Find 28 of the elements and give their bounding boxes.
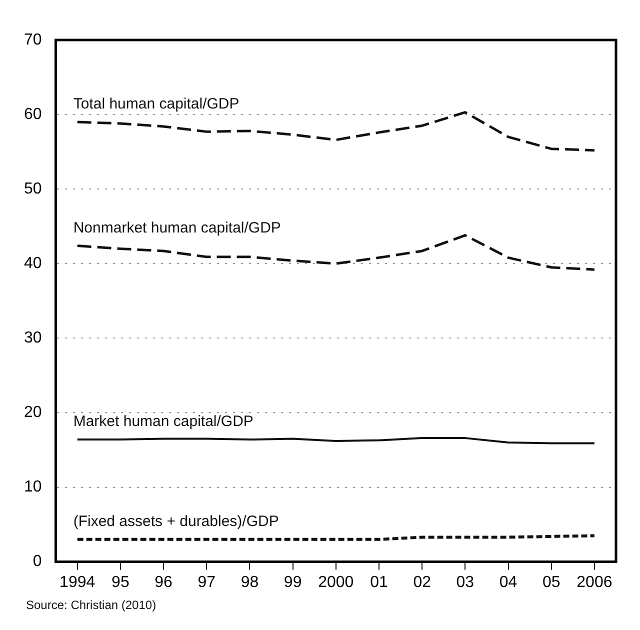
y-tick-label: 50 [24,180,42,198]
y-tick-label: 70 [24,31,42,48]
x-tick-label: 01 [370,574,388,591]
series-label: Total human capital/GDP [73,96,240,113]
source-note: Source: Christian (2010) [26,598,156,612]
series-label: Nonmarket human capital/GDP [73,219,281,236]
x-tick-label: 95 [112,574,130,591]
x-tick-label: 03 [456,574,474,591]
x-tick-label: 02 [413,574,432,591]
series-label: Market human capital/GDP [73,413,254,430]
x-tick-label: 96 [154,574,173,591]
line-series [76,234,596,271]
y-tick-label: 60 [24,106,42,123]
y-tick-label: 10 [24,478,42,496]
series-label: (Fixed assets + durables)/GDP [73,513,279,530]
x-tick-label: 05 [542,574,560,591]
x-tick-label: 1994 [60,574,96,591]
x-tick-label: 99 [284,574,302,591]
x-tick-label: 97 [198,574,216,591]
y-tick-label: 20 [24,404,42,422]
x-tick-label: 98 [240,574,259,591]
x-tick-label: 2000 [318,574,354,591]
x-tick-label: 04 [499,574,518,591]
y-tick-label: 30 [24,330,42,347]
x-tick-label: 2006 [576,574,612,591]
y-tick-label: 40 [24,255,42,272]
line-series [76,111,596,152]
y-tick-label: 0 [32,553,42,570]
